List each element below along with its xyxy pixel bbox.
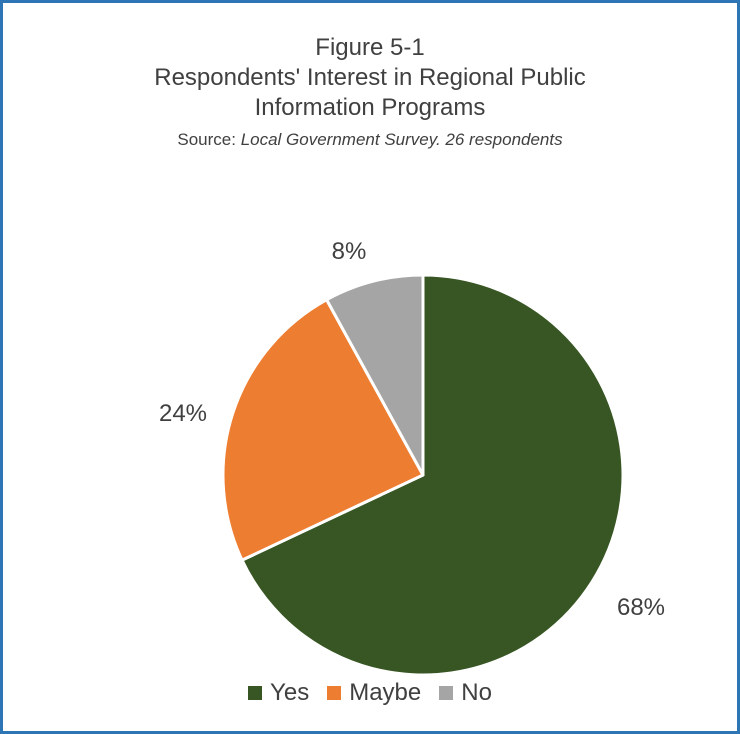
pie-slice-no: [325, 273, 425, 477]
legend-swatch-no: [439, 686, 454, 700]
legend-label-maybe: Maybe: [349, 679, 422, 706]
legend-swatch-yes: [248, 686, 263, 700]
legend-label-no: No: [461, 679, 492, 706]
figure-number: Figure 5-1: [315, 34, 425, 61]
chart-legend: Yes Maybe No: [3, 679, 737, 707]
legend-label-yes: Yes: [270, 679, 310, 706]
chart-title-line-1: Respondents' Interest in Regional Public: [154, 64, 586, 91]
legend-swatch-maybe: [327, 686, 342, 700]
chart-title-line-2: Information Programs: [254, 94, 486, 121]
source-line: Source: Local Government Survey. 26 resp…: [3, 129, 737, 151]
legend-item-maybe: Maybe: [327, 679, 421, 707]
legend-item-yes: Yes: [248, 679, 309, 707]
source-prefix: Source:: [177, 130, 241, 149]
data-label-no: 8%: [332, 238, 367, 265]
data-label-maybe: 24%: [159, 400, 207, 427]
source-text: Local Government Survey. 26 respondents: [240, 130, 563, 149]
legend-item-no: No: [439, 679, 492, 707]
pie-slice-maybe: [221, 298, 425, 562]
pie-slice-yes: [240, 273, 625, 677]
chart-title-block: Figure 5-1 Respondents' Interest in Regi…: [3, 33, 737, 151]
pie-chart: 68% 24% 8%: [159, 238, 665, 677]
data-label-yes: 68%: [617, 594, 665, 621]
